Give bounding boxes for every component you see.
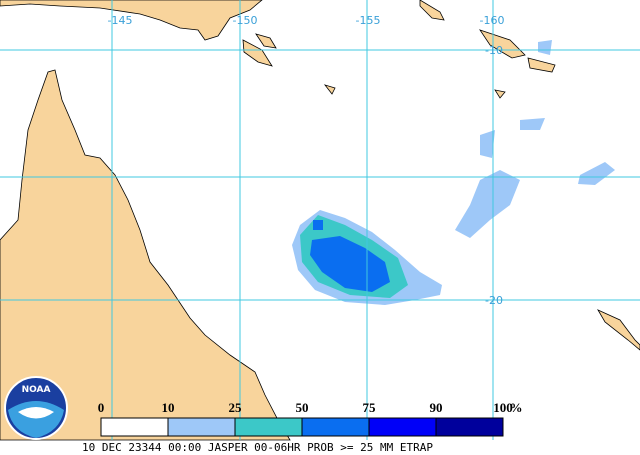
legend-tick: 75 — [363, 400, 377, 415]
island — [527, 57, 556, 73]
lon-label: -150 — [233, 14, 258, 27]
footer: 10 DEC 23344 00:00 JASPER 00-06HR PROB >… — [82, 441, 433, 454]
legend-tick: 90 — [430, 400, 443, 415]
legend-tick: 0 — [98, 400, 105, 415]
prob-50-75 — [310, 236, 390, 292]
lon-label: -155 — [356, 14, 381, 27]
island — [323, 84, 336, 95]
legend-tick: 25 — [229, 400, 243, 415]
lon-label: -145 — [108, 14, 133, 27]
lon-label: -160 — [480, 14, 505, 27]
prob-10-25 — [520, 118, 545, 130]
legend-swatch — [435, 417, 504, 437]
legend-swatch — [368, 417, 437, 437]
lat-label: -20 — [485, 294, 503, 307]
prob-50-75 — [313, 220, 323, 230]
island — [419, 0, 445, 21]
legend-swatch — [234, 417, 303, 437]
australia — [0, 69, 291, 441]
legend-swatch — [167, 417, 236, 437]
island — [479, 29, 526, 59]
legend-tick: 100 — [493, 400, 513, 415]
graticule — [0, 0, 640, 440]
legend: 0 10 25 50 75 90 100% — [98, 400, 523, 437]
new-caledonia — [597, 309, 640, 351]
legend-swatch — [100, 417, 169, 437]
island — [494, 89, 506, 99]
logo-gull — [18, 407, 54, 419]
legend-unit: % — [510, 400, 523, 415]
new-guinea — [0, 0, 263, 41]
legend-tick: 50 — [296, 400, 309, 415]
lat-label: -10 — [485, 44, 503, 57]
prob-10-25 — [480, 130, 495, 158]
land — [0, 0, 640, 441]
logo-text: NOAA — [22, 385, 51, 395]
prob-10-25 — [578, 162, 615, 185]
island — [255, 33, 277, 49]
legend-tick: 10 — [162, 400, 175, 415]
prob-10-25 — [538, 40, 552, 55]
prob-10-25 — [455, 170, 520, 238]
legend-swatch — [301, 417, 370, 437]
noaa-logo: NOAA — [4, 376, 68, 440]
